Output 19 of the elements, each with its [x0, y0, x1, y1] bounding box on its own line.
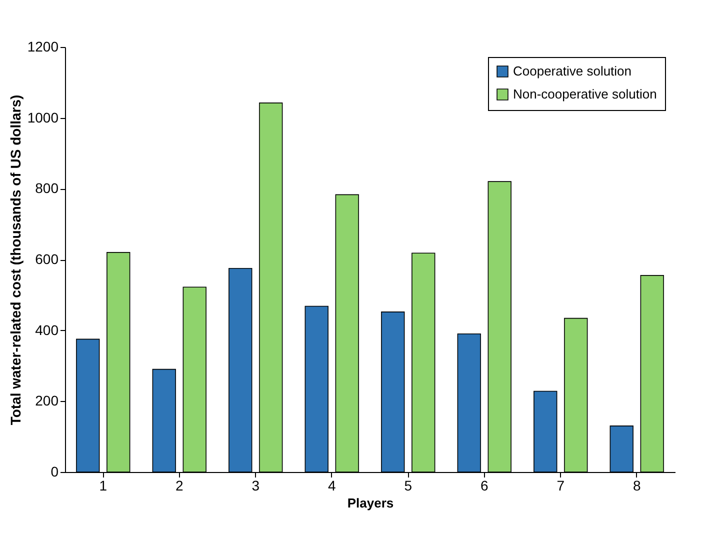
legend-label: Non-cooperative solution: [513, 86, 657, 102]
legend-label: Cooperative solution: [513, 64, 632, 78]
x-tick-label: 4: [328, 478, 336, 494]
x-tick-label: 1: [99, 478, 108, 494]
x-tick-label: 2: [175, 478, 184, 494]
y-tick-label: 400: [35, 322, 59, 338]
y-tick-label: 200: [35, 392, 59, 409]
y-tick-label: 800: [35, 180, 59, 196]
x-axis-title: Players: [347, 496, 394, 510]
x-tick-label: 5: [404, 478, 412, 494]
x-tick-label: 3: [252, 478, 260, 494]
x-tick-label: 7: [556, 478, 565, 494]
x-tick-label: 6: [480, 478, 488, 494]
y-tick-label: 0: [50, 464, 59, 480]
y-tick-label: 1200: [27, 38, 59, 54]
y-axis-title: Total water-related cost (thousands of US dollars): [7, 94, 24, 426]
y-tick-label: 1000: [27, 109, 59, 126]
x-tick-label: 8: [632, 478, 641, 494]
y-tick-label: 600: [35, 251, 59, 267]
